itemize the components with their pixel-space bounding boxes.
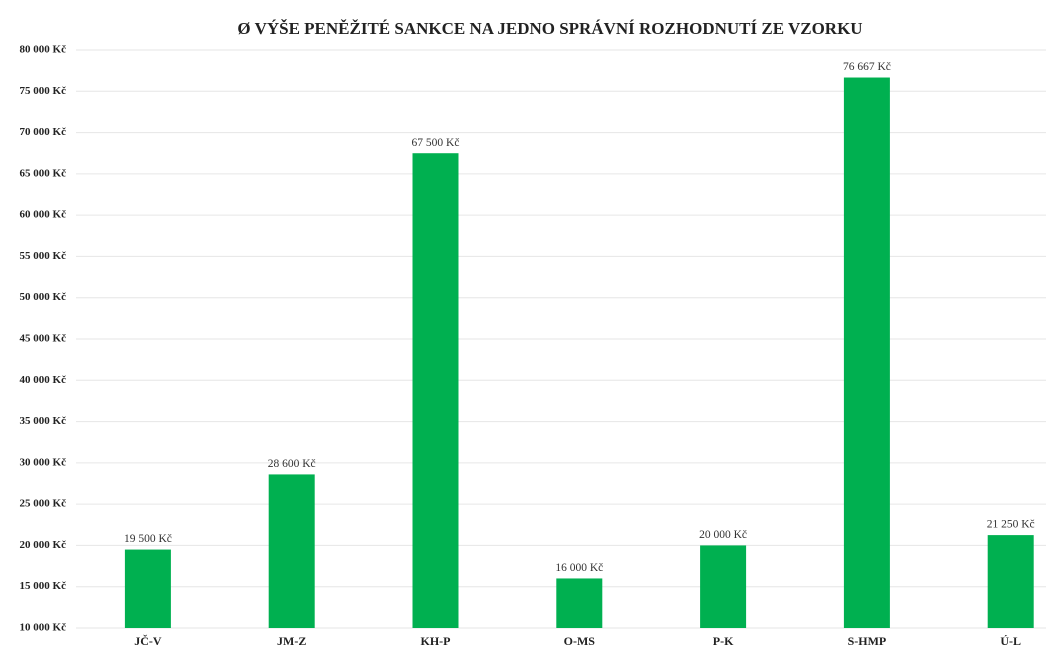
- y-tick-label: 25 000 Kč: [20, 498, 67, 510]
- y-tick-label: 80 000 Kč: [20, 44, 67, 56]
- data-label: 76 667 Kč: [843, 61, 891, 73]
- x-tick-label: Ú-L: [1000, 634, 1021, 646]
- bar: [124, 549, 171, 628]
- y-tick-label: 45 000 Kč: [20, 333, 67, 345]
- data-label: 19 500 Kč: [124, 533, 172, 545]
- bar: [843, 77, 890, 628]
- x-tick-label: JČ-V: [134, 634, 162, 646]
- y-tick-label: 55 000 Kč: [20, 250, 67, 262]
- y-tick-label: 20 000 Kč: [20, 539, 67, 551]
- x-tick-label: KH-P: [421, 634, 451, 646]
- data-label: 21 250 Kč: [987, 519, 1035, 531]
- y-tick-label: 10 000 Kč: [20, 622, 67, 634]
- data-label: 28 600 Kč: [268, 458, 316, 470]
- y-tick-label: 40 000 Kč: [20, 374, 67, 386]
- y-tick-label: 70 000 Kč: [20, 126, 67, 138]
- x-tick-label: O-MS: [564, 634, 596, 646]
- y-tick-label: 15 000 Kč: [20, 580, 67, 592]
- data-label: 16 000 Kč: [555, 562, 603, 574]
- bar: [987, 535, 1034, 628]
- chart-title: Ø VÝŠE PENĚŽITÉ SANKCE NA JEDNO SPRÁVNÍ …: [237, 19, 862, 38]
- bar: [556, 578, 603, 628]
- bar: [700, 545, 747, 628]
- bar: [268, 474, 315, 628]
- y-tick-label: 35 000 Kč: [20, 415, 67, 427]
- bar: [412, 153, 459, 628]
- data-label: 20 000 Kč: [699, 529, 747, 541]
- x-tick-label: S-HMP: [848, 634, 887, 646]
- y-tick-label: 65 000 Kč: [20, 167, 67, 179]
- x-tick-label: JM-Z: [277, 634, 306, 646]
- y-tick-label: 75 000 Kč: [20, 85, 67, 97]
- x-tick-label: P-K: [713, 634, 734, 646]
- y-tick-label: 30 000 Kč: [20, 456, 67, 468]
- y-tick-label: 60 000 Kč: [20, 209, 67, 221]
- data-label: 67 500 Kč: [412, 137, 460, 149]
- y-tick-label: 50 000 Kč: [20, 291, 67, 303]
